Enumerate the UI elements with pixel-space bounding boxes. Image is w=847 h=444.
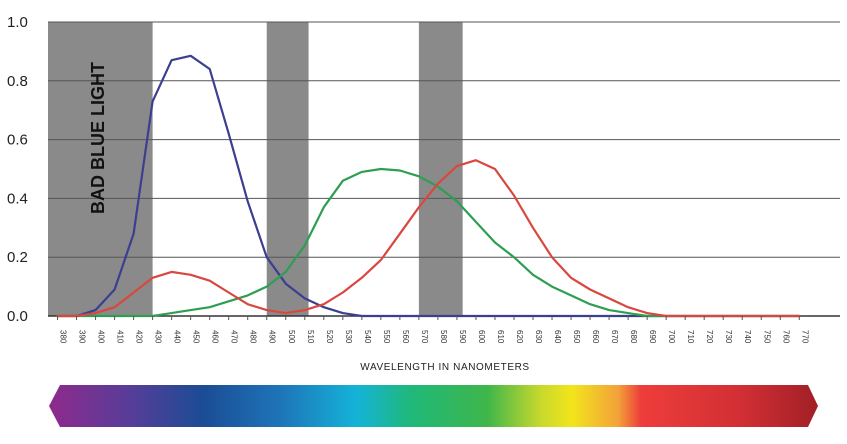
x-tick-label: 640 xyxy=(553,330,562,344)
x-tick-label: 650 xyxy=(572,330,581,344)
y-tick-label: 1.0 xyxy=(7,14,28,31)
series-lines xyxy=(56,54,801,318)
x-tick-label: 510 xyxy=(306,330,315,344)
x-tick-label: 750 xyxy=(762,330,771,344)
x-axis-label: WAVELENGTH IN NANOMETERS xyxy=(360,362,529,373)
x-tick-label: 610 xyxy=(496,330,505,344)
shaded-band-1 xyxy=(266,22,309,316)
x-tick-labels: 380 390 400 410 420 430 440 450 460 470 480 490 500 5… xyxy=(57,316,809,344)
series-line-2 xyxy=(56,159,801,318)
x-tick-label: 590 xyxy=(458,330,467,344)
x-tick-label: 720 xyxy=(705,330,714,344)
x-tick-label: 690 xyxy=(648,330,657,344)
x-tick-label: 410 xyxy=(116,330,125,344)
x-tick-label: 400 xyxy=(97,330,106,344)
x-tick-label: 500 xyxy=(287,330,296,344)
y-tick-label: 0.0 xyxy=(7,308,28,325)
x-tick-label: 670 xyxy=(610,330,619,344)
x-tick-label: 630 xyxy=(534,330,543,344)
y-tick-labels: 0.0 0.2 0.4 0.6 0.8 1.0 xyxy=(7,14,28,325)
y-tick-label: 0.8 xyxy=(7,73,28,90)
x-tick-label: 700 xyxy=(667,330,676,344)
x-tick-label: 710 xyxy=(686,330,695,344)
x-tick-label: 730 xyxy=(724,330,733,344)
x-tick-label: 740 xyxy=(743,330,752,344)
x-tick-label: 540 xyxy=(363,330,372,344)
x-tick-label: 380 xyxy=(59,330,68,344)
x-tick-label: 420 xyxy=(135,330,144,344)
x-tick-label: 580 xyxy=(439,330,448,344)
x-tick-label: 570 xyxy=(420,330,429,344)
x-tick-label: 550 xyxy=(382,330,391,344)
x-tick-label: 430 xyxy=(154,330,163,344)
x-tick-label: 560 xyxy=(401,330,410,344)
bad-blue-light-annotation: BAD BLUE LIGHT xyxy=(88,62,108,214)
x-tick-label: 660 xyxy=(591,330,600,344)
x-tick-label: 600 xyxy=(477,330,486,344)
y-tick-label: 0.4 xyxy=(7,190,28,207)
x-tick-label: 770 xyxy=(800,330,809,344)
color-spectrum-bar xyxy=(49,385,818,427)
x-tick-label: 460 xyxy=(211,330,220,344)
x-tick-label: 680 xyxy=(629,330,638,344)
x-tick-label: 620 xyxy=(515,330,524,344)
x-tick-label: 760 xyxy=(781,330,790,344)
y-tick-label: 0.6 xyxy=(7,132,28,149)
x-tick-label: 450 xyxy=(192,330,201,344)
shaded-band-2 xyxy=(418,22,463,316)
x-tick-label: 390 xyxy=(78,330,87,344)
x-tick-label: 530 xyxy=(344,330,353,344)
x-tick-label: 440 xyxy=(173,330,182,344)
x-tick-label: 490 xyxy=(268,330,277,344)
x-tick-label: 520 xyxy=(325,330,334,344)
shaded-band-0 xyxy=(48,22,153,316)
shaded-bands xyxy=(48,22,463,316)
x-tick-label: 470 xyxy=(230,330,239,344)
x-tick-label: 480 xyxy=(249,330,258,344)
y-tick-label: 0.2 xyxy=(7,249,28,266)
